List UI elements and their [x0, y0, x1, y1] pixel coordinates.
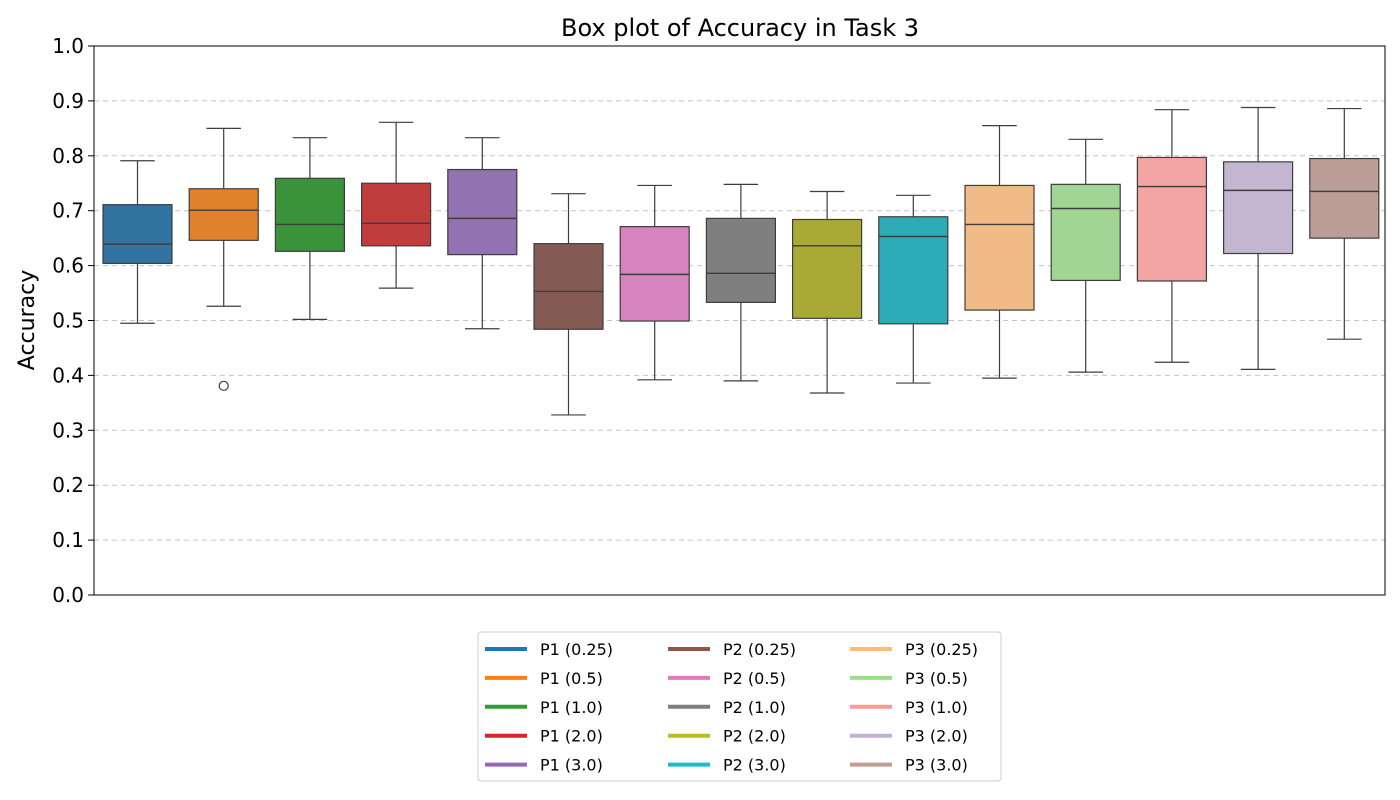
box-2 — [188, 127, 259, 391]
legend-frame — [477, 631, 1002, 782]
iqr-box — [188, 188, 259, 241]
y-axis-ticks: 0.0 0.1 0.2 0.3 0.4 0.5 0.6 0.7 0.8 0.9 1.0 — [52, 34, 94, 607]
box-12 — [1050, 138, 1121, 373]
legend-label: P2 (1.0) — [723, 698, 786, 717]
legend-entry: P2 (1.0) — [668, 698, 786, 717]
legend-label: P3 (3.0) — [905, 756, 968, 775]
y-axis-label: Accuracy — [15, 270, 40, 370]
iqr-box — [361, 182, 432, 247]
legend-entry: P2 (2.0) — [668, 727, 786, 746]
iqr-box — [1309, 157, 1380, 239]
legend-entry: P1 (0.25) — [485, 640, 613, 659]
legend-entry: P2 (3.0) — [668, 756, 786, 775]
iqr-box — [102, 204, 173, 265]
iqr-box — [705, 217, 777, 303]
boxes — [102, 106, 1380, 416]
legend-entry: P2 (0.5) — [668, 669, 786, 688]
iqr-box — [533, 243, 604, 330]
legend-label: P1 (0.5) — [540, 669, 603, 688]
y-tick-label: 0.5 — [52, 309, 84, 333]
y-tick-label: 1.0 — [52, 34, 84, 58]
y-tick-label: 0.7 — [52, 199, 84, 223]
legend-label: P3 (2.0) — [905, 727, 968, 746]
legend-label: P2 (3.0) — [723, 756, 786, 775]
box-8 — [705, 183, 777, 382]
box-10 — [878, 194, 949, 384]
legend-label: P2 (0.25) — [723, 640, 796, 659]
legend-label: P3 (0.5) — [905, 669, 968, 688]
box-9 — [791, 190, 863, 394]
legend-entry: P1 (3.0) — [485, 756, 603, 775]
iqr-box — [878, 216, 949, 325]
y-tick-label: 0.3 — [52, 418, 84, 442]
iqr-box — [1222, 161, 1294, 255]
y-tick-label: 0.4 — [52, 363, 84, 387]
box-11 — [964, 125, 1035, 379]
legend: P1 (0.25) P1 (0.5) P1 (1.0) P1 (2.0) P1 (3.0… — [477, 631, 1002, 782]
y-tick-label: 0.0 — [52, 583, 84, 607]
box-13 — [1136, 109, 1208, 363]
legend-label: P1 (3.0) — [540, 756, 603, 775]
box-15 — [1309, 107, 1380, 340]
iqr-box — [1050, 183, 1121, 282]
outlier-point — [218, 380, 229, 391]
y-tick-label: 0.6 — [52, 254, 84, 278]
iqr-box — [964, 184, 1035, 311]
box-7 — [619, 184, 690, 381]
chart-title: Box plot of Accuracy in Task 3 — [561, 14, 919, 42]
y-tick-label: 0.9 — [52, 89, 84, 113]
legend-label: P2 (2.0) — [723, 727, 786, 746]
legend-label: P1 (1.0) — [540, 698, 603, 717]
box-4 — [361, 121, 432, 289]
legend-entry: P2 (0.25) — [668, 640, 796, 659]
legend-entry: P1 (0.5) — [485, 669, 603, 688]
legend-label: P2 (0.5) — [723, 669, 786, 688]
legend-label: P3 (0.25) — [905, 640, 978, 659]
iqr-box — [791, 218, 863, 319]
y-tick-label: 0.1 — [52, 528, 84, 552]
box-1 — [102, 160, 173, 324]
legend-entry: P3 (2.0) — [850, 727, 968, 746]
box-14 — [1222, 106, 1294, 370]
y-tick-label: 0.2 — [52, 473, 84, 497]
legend-label: P1 (2.0) — [540, 727, 603, 746]
legend-label: P3 (1.0) — [905, 698, 968, 717]
legend-label: P1 (0.25) — [540, 640, 613, 659]
box-3 — [274, 137, 345, 321]
box-5 — [447, 137, 518, 330]
legend-entry: P3 (1.0) — [850, 698, 968, 717]
iqr-box — [1136, 156, 1208, 282]
box-6 — [533, 193, 604, 416]
legend-entry: P3 (0.5) — [850, 669, 968, 688]
y-tick-label: 0.8 — [52, 144, 84, 168]
iqr-box — [274, 177, 345, 252]
iqr-box — [447, 168, 518, 256]
legend-entry: P3 (3.0) — [850, 756, 968, 775]
legend-entry: P3 (0.25) — [850, 640, 978, 659]
legend-entry: P1 (2.0) — [485, 727, 603, 746]
legend-entry: P1 (1.0) — [485, 698, 603, 717]
